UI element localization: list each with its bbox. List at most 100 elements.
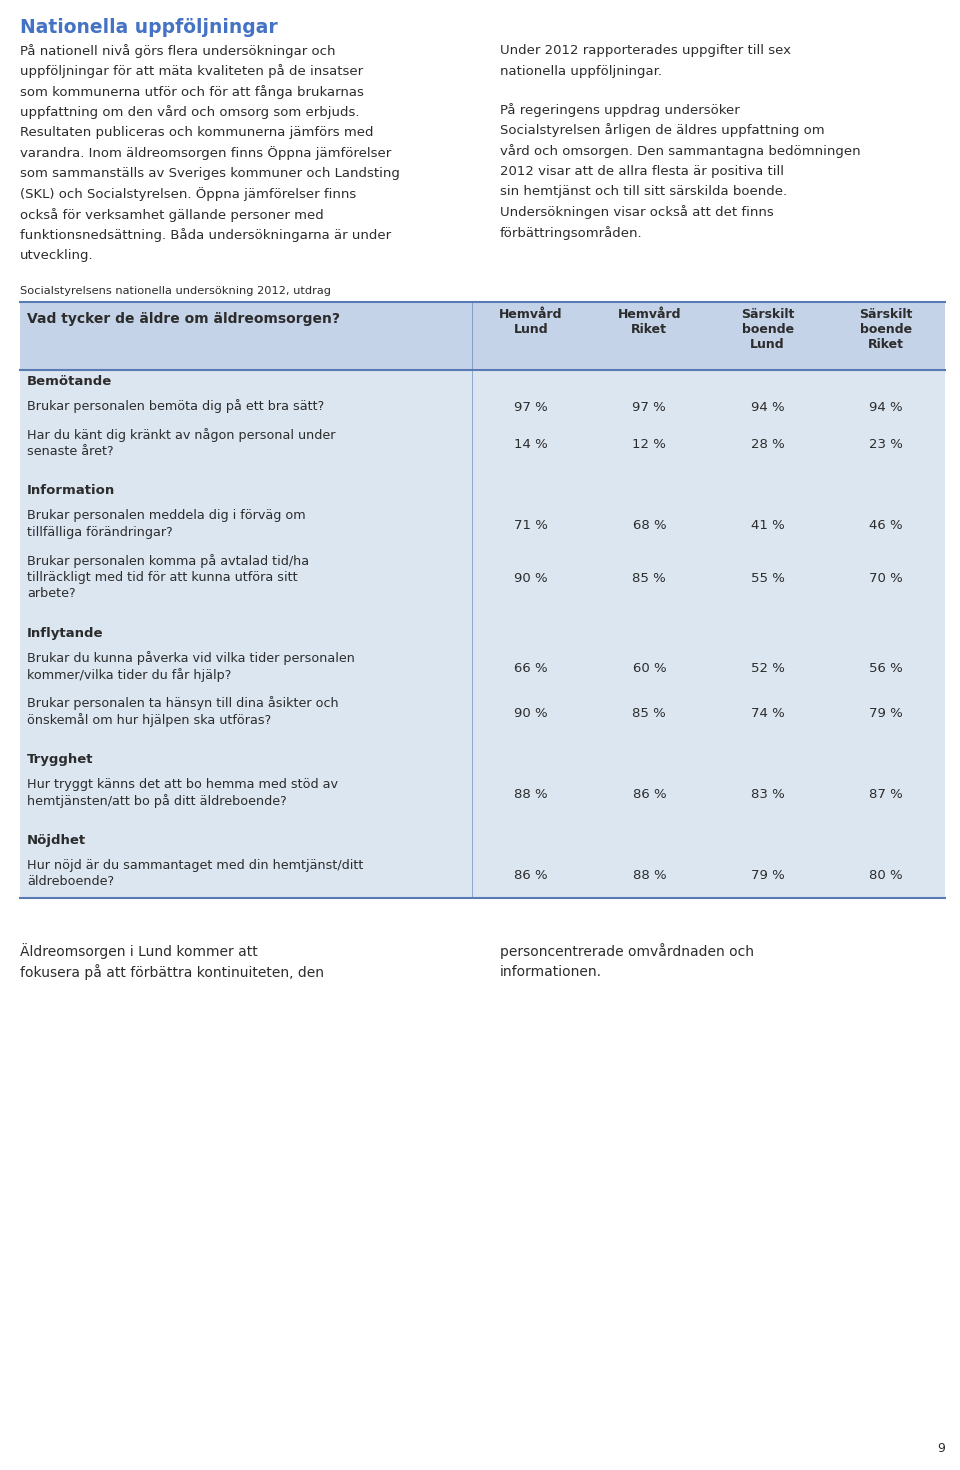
Bar: [20, 394, 945, 422]
Text: arbete?: arbete?: [27, 587, 76, 600]
Text: kommer/vilka tider du får hjälp?: kommer/vilka tider du får hjälp?: [27, 667, 231, 682]
Text: Hemvård
Lund: Hemvård Lund: [499, 307, 563, 335]
Text: hemtjänsten/att bo på ditt äldreboende?: hemtjänsten/att bo på ditt äldreboende?: [27, 794, 287, 809]
Text: senaste året?: senaste året?: [27, 444, 113, 457]
Text: Nöjdhet: Nöjdhet: [27, 833, 86, 847]
Text: 90 %: 90 %: [515, 572, 548, 585]
Text: 2012 visar att de allra flesta är positiva till: 2012 visar att de allra flesta är positi…: [500, 165, 784, 178]
Bar: [20, 748, 945, 772]
Text: vård och omsorgen. Den sammantagna bedömningen: vård och omsorgen. Den sammantagna bedöm…: [500, 144, 860, 157]
Text: 46 %: 46 %: [869, 519, 902, 532]
Text: sin hemtjänst och till sitt särskilda boende.: sin hemtjänst och till sitt särskilda bo…: [500, 185, 787, 198]
Text: 87 %: 87 %: [869, 788, 902, 801]
Bar: [20, 735, 945, 748]
Text: 79 %: 79 %: [751, 869, 784, 882]
Text: 86 %: 86 %: [633, 788, 666, 801]
Text: Brukar du kunna påverka vid vilka tider personalen: Brukar du kunna påverka vid vilka tider …: [27, 651, 355, 666]
Text: 9: 9: [937, 1442, 945, 1455]
Bar: [20, 829, 945, 853]
Text: På regeringens uppdrag undersöker: På regeringens uppdrag undersöker: [500, 103, 740, 118]
Text: 83 %: 83 %: [751, 788, 784, 801]
Text: 41 %: 41 %: [751, 519, 784, 532]
Text: äldreboende?: äldreboende?: [27, 875, 114, 888]
Text: Undersökningen visar också att det finns: Undersökningen visar också att det finns: [500, 206, 774, 219]
Text: funktionsnedsättning. Båda undersökningarna är under: funktionsnedsättning. Båda undersökninga…: [20, 228, 391, 243]
Text: personcentrerade omvårdnaden och: personcentrerade omvårdnaden och: [500, 944, 754, 960]
Text: tillräckligt med tid för att kunna utföra sitt: tillräckligt med tid för att kunna utför…: [27, 570, 298, 584]
Text: 85 %: 85 %: [633, 707, 666, 719]
Bar: [20, 301, 945, 369]
Text: 88 %: 88 %: [515, 788, 548, 801]
Bar: [20, 645, 945, 691]
Text: 68 %: 68 %: [633, 519, 666, 532]
Text: Särskilt
boende
Lund: Särskilt boende Lund: [741, 307, 794, 350]
Text: Hur nöjd är du sammantaget med din hemtjänst/ditt: Hur nöjd är du sammantaget med din hemtj…: [27, 858, 364, 872]
Bar: [20, 548, 945, 610]
Text: som sammanställs av Sveriges kommuner och Landsting: som sammanställs av Sveriges kommuner oc…: [20, 168, 400, 179]
Text: 23 %: 23 %: [869, 438, 902, 451]
Text: 85 %: 85 %: [633, 572, 666, 585]
Text: Trygghet: Trygghet: [27, 753, 93, 766]
Text: Bemötande: Bemötande: [27, 375, 112, 388]
Text: 90 %: 90 %: [515, 707, 548, 719]
Bar: [20, 479, 945, 503]
Text: Särskilt
boende
Riket: Särskilt boende Riket: [859, 307, 913, 350]
Text: Inflytande: Inflytande: [27, 626, 104, 639]
Bar: [20, 610, 945, 622]
Text: (SKL) och Socialstyrelsen. Öppna jämförelser finns: (SKL) och Socialstyrelsen. Öppna jämföre…: [20, 188, 356, 201]
Text: Brukar personalen meddela dig i förväg om: Brukar personalen meddela dig i förväg o…: [27, 509, 305, 522]
Text: 86 %: 86 %: [515, 869, 548, 882]
Bar: [20, 422, 945, 467]
Text: 88 %: 88 %: [633, 869, 666, 882]
Text: 60 %: 60 %: [633, 662, 666, 675]
Bar: [20, 622, 945, 645]
Text: fokusera på att förbättra kontinuiteten, den: fokusera på att förbättra kontinuiteten,…: [20, 964, 324, 980]
Text: 71 %: 71 %: [515, 519, 548, 532]
Text: utveckling.: utveckling.: [20, 248, 94, 262]
Text: Brukar personalen ta hänsyn till dina åsikter och: Brukar personalen ta hänsyn till dina ås…: [27, 697, 339, 710]
Bar: [20, 467, 945, 479]
Text: 79 %: 79 %: [869, 707, 902, 719]
Text: 94 %: 94 %: [869, 401, 902, 415]
Text: 97 %: 97 %: [515, 401, 548, 415]
Text: Resultaten publiceras och kommunerna jämförs med: Resultaten publiceras och kommunerna jäm…: [20, 126, 373, 140]
Text: som kommunerna utför och för att fånga brukarnas: som kommunerna utför och för att fånga b…: [20, 85, 364, 98]
Bar: [20, 691, 945, 735]
Bar: [20, 369, 945, 394]
Text: Har du känt dig kränkt av någon personal under: Har du känt dig kränkt av någon personal…: [27, 428, 335, 442]
Text: uppfattning om den vård och omsorg som erbjuds.: uppfattning om den vård och omsorg som e…: [20, 106, 359, 119]
Text: 80 %: 80 %: [869, 869, 902, 882]
Text: informationen.: informationen.: [500, 964, 602, 979]
Text: nationella uppföljningar.: nationella uppföljningar.: [500, 65, 662, 78]
Text: 94 %: 94 %: [751, 401, 784, 415]
Text: Äldreomsorgen i Lund kommer att: Äldreomsorgen i Lund kommer att: [20, 944, 257, 960]
Bar: [20, 503, 945, 548]
Text: varandra. Inom äldreomsorgen finns Öppna jämförelser: varandra. Inom äldreomsorgen finns Öppna…: [20, 147, 392, 160]
Text: 66 %: 66 %: [515, 662, 548, 675]
Text: Brukar personalen komma på avtalad tid/ha: Brukar personalen komma på avtalad tid/h…: [27, 554, 309, 567]
Bar: [20, 853, 945, 898]
Text: Nationella uppföljningar: Nationella uppföljningar: [20, 18, 277, 37]
Text: Information: Information: [27, 484, 115, 497]
Text: önskemål om hur hjälpen ska utföras?: önskemål om hur hjälpen ska utföras?: [27, 713, 272, 728]
Text: På nationell nivå görs flera undersökningar och: På nationell nivå görs flera undersöknin…: [20, 44, 335, 57]
Text: Vad tycker de äldre om äldreomsorgen?: Vad tycker de äldre om äldreomsorgen?: [27, 312, 340, 325]
Text: 52 %: 52 %: [751, 662, 784, 675]
Text: Socialstyrelsen årligen de äldres uppfattning om: Socialstyrelsen årligen de äldres uppfat…: [500, 123, 825, 138]
Text: tillfälliga förändringar?: tillfälliga förändringar?: [27, 525, 173, 538]
Text: Under 2012 rapporterades uppgifter till sex: Under 2012 rapporterades uppgifter till …: [500, 44, 791, 57]
Text: förbättringsområden.: förbättringsområden.: [500, 226, 642, 240]
Text: 12 %: 12 %: [633, 438, 666, 451]
Text: 14 %: 14 %: [515, 438, 548, 451]
Text: också för verksamhet gällande personer med: också för verksamhet gällande personer m…: [20, 207, 324, 222]
Text: Hur tryggt känns det att bo hemma med stöd av: Hur tryggt känns det att bo hemma med st…: [27, 778, 338, 791]
Text: 55 %: 55 %: [751, 572, 784, 585]
Text: 97 %: 97 %: [633, 401, 666, 415]
Text: 56 %: 56 %: [869, 662, 902, 675]
Text: 74 %: 74 %: [751, 707, 784, 719]
Text: Hemvård
Riket: Hemvård Riket: [617, 307, 682, 335]
Text: 28 %: 28 %: [751, 438, 784, 451]
Text: uppföljningar för att mäta kvaliteten på de insatser: uppföljningar för att mäta kvaliteten på…: [20, 65, 363, 78]
Text: 70 %: 70 %: [869, 572, 902, 585]
Text: Brukar personalen bemöta dig på ett bra sätt?: Brukar personalen bemöta dig på ett bra …: [27, 400, 324, 413]
